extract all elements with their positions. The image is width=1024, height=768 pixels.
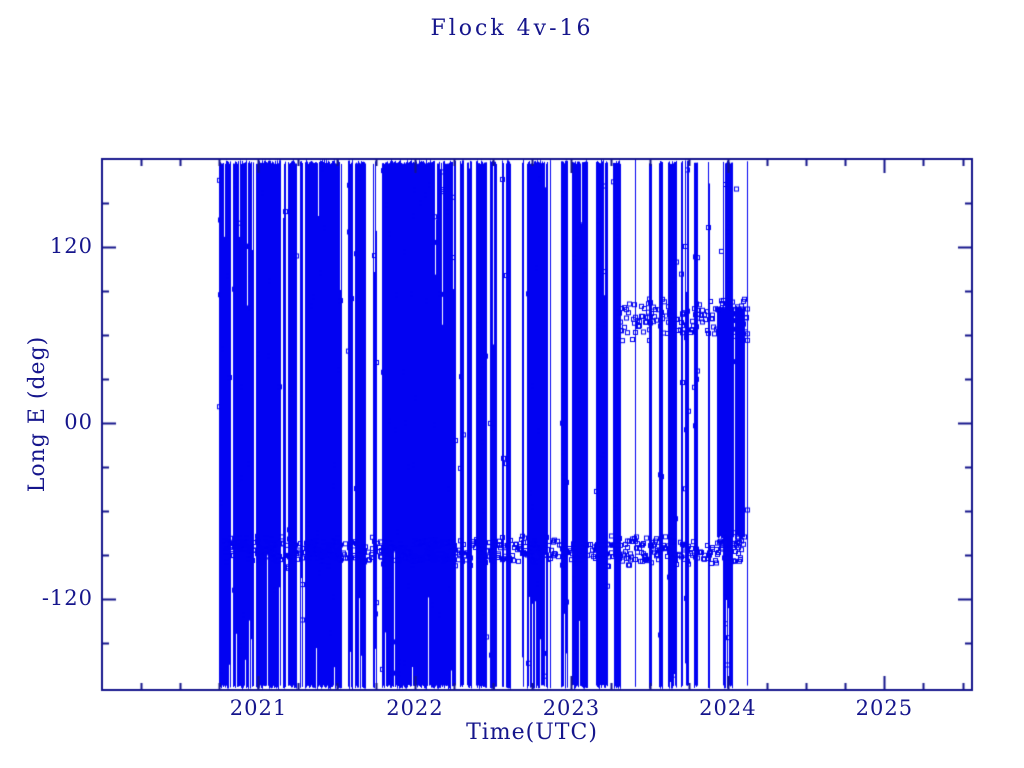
y-axis-tick-label: 00 bbox=[64, 410, 93, 435]
x-axis-title: Time(UTC) bbox=[466, 720, 598, 745]
y-axis-tick-label: -120 bbox=[41, 586, 93, 611]
x-axis-tick-label: 2022 bbox=[386, 696, 444, 720]
x-axis-tick-label: 2025 bbox=[855, 696, 914, 720]
y-axis-tick-label: 120 bbox=[49, 234, 93, 258]
x-axis-tick-label: 2023 bbox=[542, 696, 601, 720]
x-axis-tick-label: 2021 bbox=[229, 696, 288, 720]
x-axis-tick-label: 2024 bbox=[699, 696, 757, 720]
chart-title: Flock 4v-16 bbox=[430, 16, 594, 41]
